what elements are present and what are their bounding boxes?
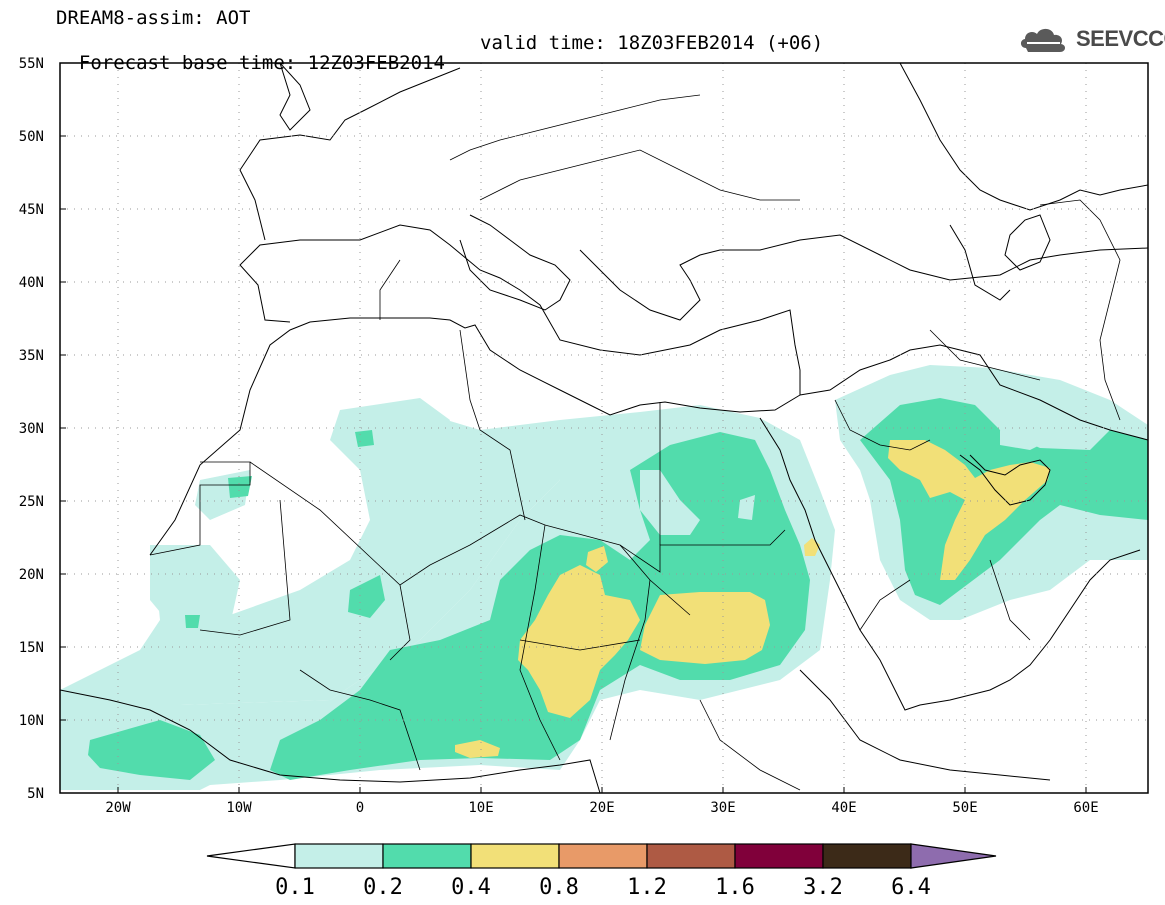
longitude-labels: 20W 10W 0 10E 20E 30E 40E 50E 60E <box>105 800 1098 816</box>
aot-contours <box>60 365 1148 790</box>
graticule <box>60 63 1148 793</box>
colorbar <box>206 843 997 869</box>
colorbar-label: 0.8 <box>539 875 579 900</box>
colorbar-bin <box>294 843 384 869</box>
lon-label: 50E <box>952 800 977 816</box>
lat-label: 20N <box>19 567 44 583</box>
lat-label: 50N <box>19 129 44 145</box>
lat-label: 55N <box>19 56 44 72</box>
latitude-labels: 55N 50N 45N 40N 35N 30N 25N 20N 15N 10N … <box>19 56 44 802</box>
colorbar-bin <box>734 843 824 869</box>
colorbar-low-arrow <box>206 843 296 869</box>
lon-label: 30E <box>710 800 735 816</box>
colorbar-bin <box>646 843 736 869</box>
colorbar-high-arrow <box>910 843 997 869</box>
country-borders <box>149 94 1121 791</box>
colorbar-label: 0.2 <box>363 875 403 900</box>
lon-label: 0 <box>356 800 364 816</box>
colorbar-bin <box>470 843 560 869</box>
lat-label: 5N <box>27 786 44 802</box>
axis-ticks <box>60 62 1087 793</box>
colorbar-label: 1.2 <box>627 875 667 900</box>
lon-label: 10E <box>468 800 493 816</box>
lat-label: 25N <box>19 494 44 510</box>
colorbar-label: 1.6 <box>715 875 755 900</box>
lat-label: 10N <box>19 713 44 729</box>
valid-time: valid time: 18Z03FEB2014 (+06) <box>480 32 824 54</box>
logo-text: SEEVCCC <box>1076 26 1165 51</box>
lon-label: 20W <box>105 800 131 816</box>
lon-label: 40E <box>831 800 856 816</box>
coastlines <box>60 63 1148 793</box>
colorbar-label: 0.1 <box>275 875 315 900</box>
colorbar-bin <box>558 843 648 869</box>
lat-label: 45N <box>19 202 44 218</box>
colorbar-label: 3.2 <box>803 875 843 900</box>
cloud-icon <box>1020 28 1066 52</box>
seevccc-logo: SEEVCCC <box>1018 22 1165 56</box>
lat-label: 35N <box>19 348 44 364</box>
lat-label: 40N <box>19 275 44 291</box>
colorbar-bin <box>822 843 912 869</box>
colorbar-bin <box>382 843 472 869</box>
lat-label: 15N <box>19 640 44 656</box>
aot-level-0.4 <box>455 440 1050 758</box>
lon-label: 10W <box>226 800 252 816</box>
colorbar-labels: 0.1 0.2 0.4 0.8 1.2 1.6 3.2 6.4 <box>275 875 931 900</box>
lon-label: 20E <box>589 800 614 816</box>
lat-label: 30N <box>19 421 44 437</box>
colorbar-label: 6.4 <box>891 875 931 900</box>
lon-label: 60E <box>1073 800 1098 816</box>
colorbar-label: 0.4 <box>451 875 491 900</box>
map-title: DREAM8-assim: AOT <box>56 7 251 29</box>
